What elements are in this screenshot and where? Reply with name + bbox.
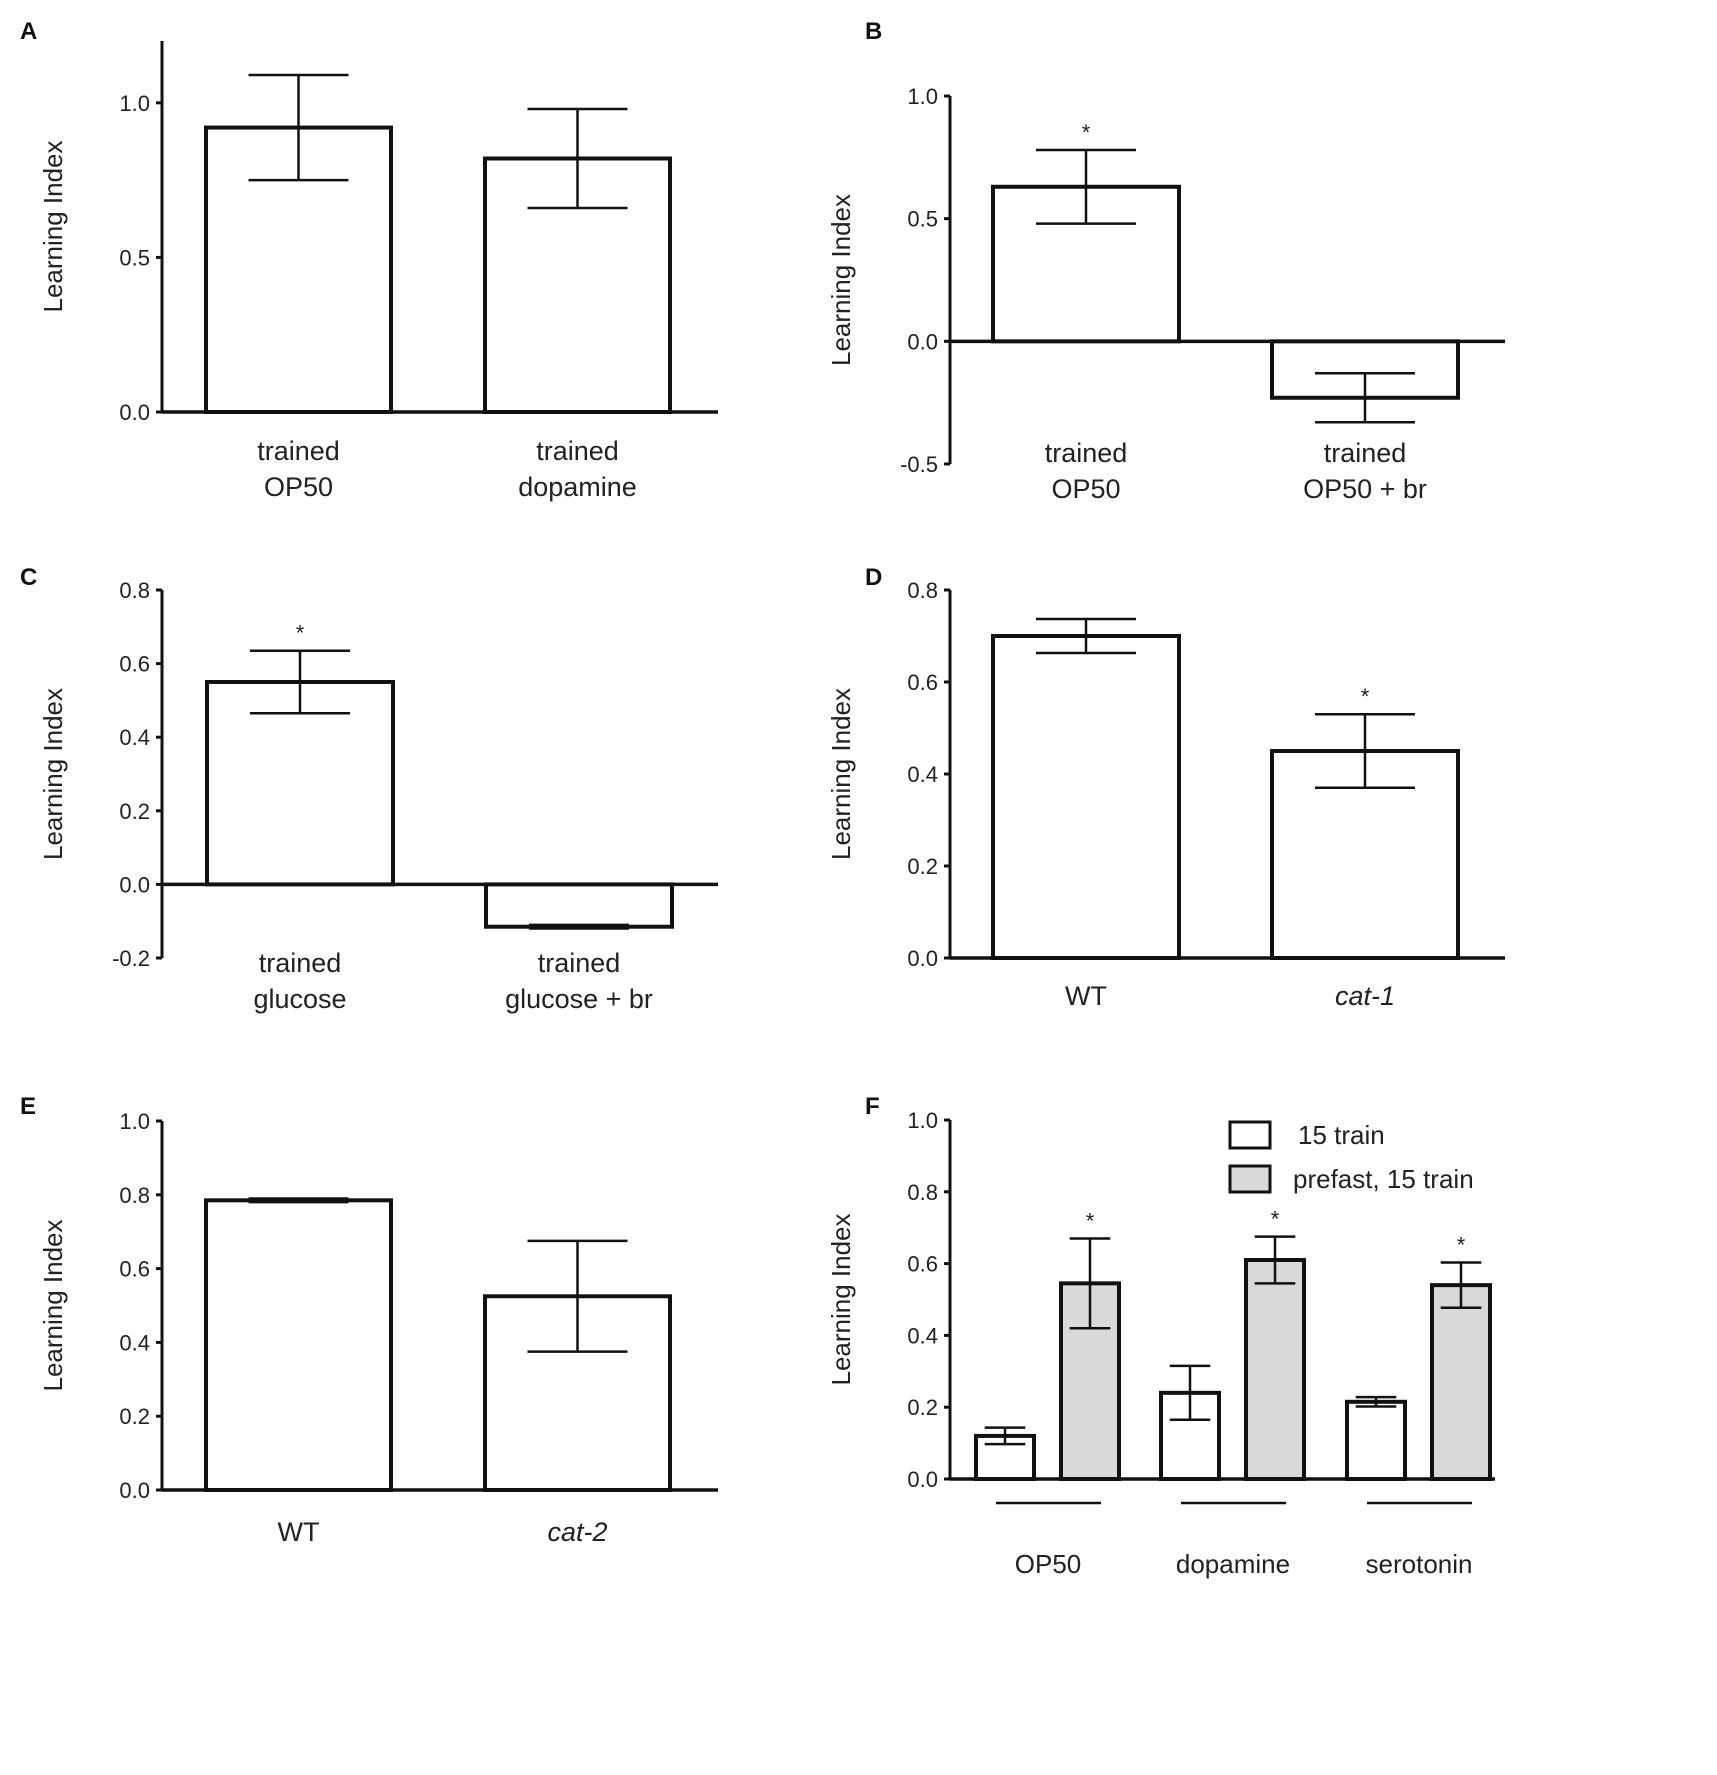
y-tick-label: 0.0 — [119, 400, 150, 425]
significance-star: * — [1361, 684, 1370, 709]
y-tick-label: 0.2 — [907, 1395, 938, 1420]
legend-label: 15 train — [1298, 1120, 1385, 1150]
y-tick-label: 0.0 — [907, 946, 938, 971]
bar — [484, 882, 674, 929]
y-tick-label: 0.0 — [907, 1467, 938, 1492]
y-tick-label: 0.0 — [907, 329, 938, 354]
bar — [205, 680, 395, 887]
significance-star: * — [1082, 120, 1091, 145]
legend-swatch — [1228, 1120, 1272, 1150]
y-axis-label: Learning Index — [38, 1219, 68, 1391]
bar — [991, 634, 1181, 960]
panel-e-letter: E — [20, 1093, 37, 1120]
y-axis-label: Learning Index — [38, 140, 68, 312]
panel-b-letter: B — [865, 18, 883, 45]
y-tick-label: 0.6 — [119, 652, 150, 677]
category-label: trained — [1324, 438, 1407, 468]
y-tick-label: 0.8 — [907, 578, 938, 603]
y-tick-label: 0.8 — [119, 1183, 150, 1208]
y-tick-label: 0.0 — [119, 1478, 150, 1503]
y-axis-label: Learning Index — [38, 688, 68, 860]
category-label: OP50 — [1051, 474, 1120, 504]
category-label: trained — [538, 948, 621, 978]
y-tick-label: 0.6 — [907, 670, 938, 695]
category-label: WT — [278, 1517, 320, 1547]
y-tick-label: 0.0 — [119, 872, 150, 897]
bar — [483, 156, 672, 414]
y-tick-label: 0.4 — [907, 1323, 938, 1348]
bar — [1244, 1258, 1306, 1481]
y-tick-label: 0.6 — [907, 1252, 938, 1277]
significance-star: * — [1271, 1207, 1280, 1232]
category-label: glucose — [253, 984, 346, 1014]
category-label: cat-1 — [1335, 981, 1395, 1011]
panel-d-letter: D — [865, 564, 883, 591]
category-label: trained — [1045, 438, 1128, 468]
y-tick-label: 0.8 — [119, 578, 150, 603]
panel-a: A 1.0 0.5 0.0 Learning Index trained OP50 trai… — [0, 0, 850, 590]
category-label: glucose + br — [505, 984, 653, 1014]
panel-e: E 1.0 0.8 0.6 0.4 0.2 0.0 Learning Index WT cat-… — [0, 1093, 850, 1775]
category-label: trained — [536, 436, 619, 466]
y-tick-label: 0.4 — [119, 725, 150, 750]
category-label: OP50 — [1015, 1549, 1082, 1579]
panel-c: C 0.8 0.6 0.4 0.2 0.0 -0.2 Learning Index * trai… — [0, 564, 850, 1070]
category-label: dopamine — [518, 472, 637, 502]
category-label: cat-2 — [547, 1517, 607, 1547]
significance-star: * — [1457, 1233, 1466, 1258]
y-axis-label: Learning Index — [826, 1213, 856, 1385]
y-tick-label: 1.0 — [907, 84, 938, 109]
y-tick-label: 0.2 — [907, 854, 938, 879]
panel-f-letter: F — [865, 1093, 880, 1120]
bar — [1430, 1283, 1492, 1481]
category-label: OP50 — [264, 472, 333, 502]
y-tick-label: 0.4 — [119, 1330, 150, 1355]
y-tick-label: 0.4 — [907, 762, 938, 787]
category-label: dopamine — [1176, 1549, 1290, 1579]
bar — [204, 1198, 393, 1493]
panel-f: F 1.0 0.8 0.6 0.4 0.2 0.0 Learning Index * OP50 *… — [826, 1093, 1717, 1775]
chart-e: 1.0 0.8 0.6 0.4 0.2 0.0 Learning Index WT cat-2 — [38, 1109, 718, 1547]
category-label: WT — [1065, 981, 1107, 1011]
chart-f: 1.0 0.8 0.6 0.4 0.2 0.0 Learning Index * OP50 * do… — [826, 1108, 1495, 1579]
category-label: serotonin — [1366, 1549, 1473, 1579]
y-tick-label: 1.0 — [119, 91, 150, 116]
category-label: trained — [257, 436, 340, 466]
panel-d: D 0.8 0.6 0.4 0.2 0.0 Learning Index WT * cat-1 — [826, 564, 1717, 1070]
y-tick-label: -0.2 — [112, 946, 150, 971]
y-axis-label: Learning Index — [826, 194, 856, 366]
bar — [1345, 1399, 1407, 1481]
significance-star: * — [1086, 1208, 1095, 1233]
panel-b: B 1.0 0.5 0.0 -0.5 Learning Index * trained OP5… — [826, 0, 1717, 590]
chart-a: 1.0 0.5 0.0 Learning Index trained OP50 traine… — [38, 41, 718, 502]
y-tick-label: 0.5 — [119, 245, 150, 270]
y-tick-label: 0.2 — [119, 1404, 150, 1429]
significance-star: * — [296, 621, 305, 646]
category-label: OP50 + br — [1303, 474, 1427, 504]
y-tick-label: 0.8 — [907, 1180, 938, 1205]
chart-c: 0.8 0.6 0.4 0.2 0.0 -0.2 Learning Index * traine… — [38, 578, 718, 1014]
legend-swatch — [1228, 1164, 1272, 1194]
y-axis-label: Learning Index — [826, 688, 856, 860]
y-tick-label: 1.0 — [119, 1109, 150, 1134]
chart-b: 1.0 0.5 0.0 -0.5 Learning Index * trained OP50 t… — [826, 84, 1505, 504]
category-label: trained — [259, 948, 342, 978]
y-tick-label: -0.5 — [900, 452, 938, 477]
panel-c-letter: C — [20, 564, 38, 591]
panel-a-letter: A — [20, 18, 38, 45]
y-tick-label: 0.5 — [907, 207, 938, 232]
legend-label: prefast, 15 train — [1293, 1164, 1474, 1194]
chart-d: 0.8 0.6 0.4 0.2 0.0 Learning Index WT * cat-1 — [826, 578, 1505, 1011]
y-tick-label: 0.6 — [119, 1257, 150, 1282]
y-tick-label: 0.2 — [119, 799, 150, 824]
y-tick-label: 1.0 — [907, 1108, 938, 1133]
